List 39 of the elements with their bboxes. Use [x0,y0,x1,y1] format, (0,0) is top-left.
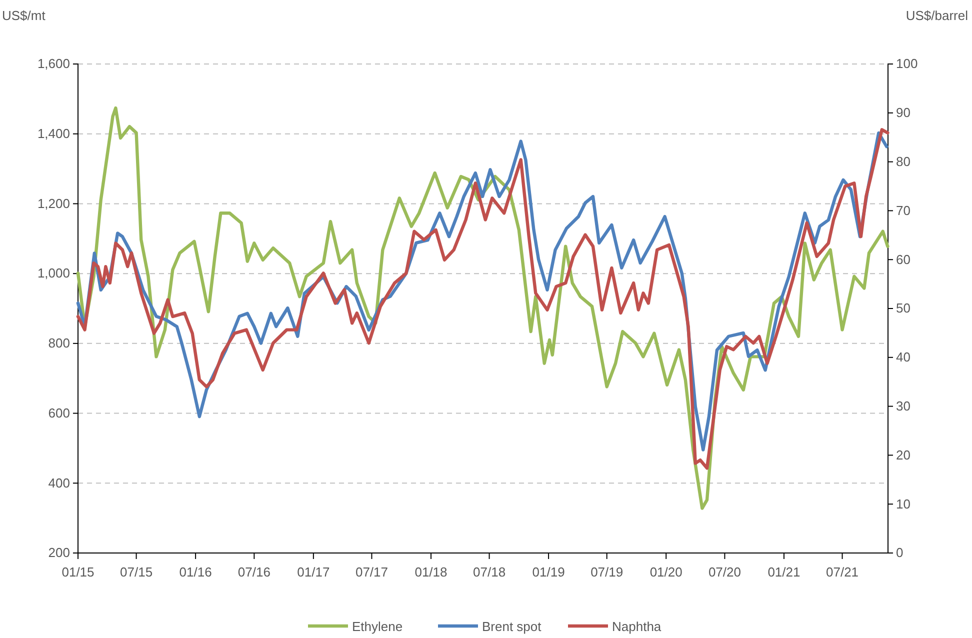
y-tick-label: 1,600 [37,56,70,72]
x-tick-label: 01/18 [414,564,448,580]
x-tick-label: 07/20 [708,564,741,580]
y2-tick-label: 100 [896,56,918,72]
y2-tick-label: 20 [896,447,910,462]
x-tick-label: 07/19 [590,564,624,580]
x-tick-label: 07/15 [120,564,153,580]
x-tick-label: 07/21 [826,564,859,580]
y-tick-label: 600 [48,405,70,420]
x-tick-label: 07/17 [355,564,388,580]
y2-tick-label: 40 [896,350,910,365]
y-tick-label: 1,200 [37,196,70,211]
y-tick-label: 1,400 [37,126,70,142]
x-tick-label: 01/15 [62,564,94,580]
y2-axis-title: US$/barrel [906,8,968,23]
y2-tick-label: 80 [896,154,910,169]
y2-tick-label: 0 [896,545,904,560]
y2-tick-label: 70 [896,202,910,218]
y-tick-label: 1,000 [37,266,70,281]
y-axis-title: US$/mt [2,8,46,23]
y2-tick-label: 10 [896,496,910,512]
legend-label: Brent spot [482,619,542,634]
y-tick-label: 200 [48,545,70,560]
x-tick-label: 01/21 [768,564,800,580]
x-tick-label: 01/17 [297,564,330,580]
x-tick-label: 01/16 [179,564,212,580]
line-series [76,106,890,510]
y-tick-label: 400 [48,475,70,490]
legend-label: Naphtha [612,619,662,634]
y2-tick-label: 50 [896,300,910,316]
legend-label: Ethylene [352,619,403,634]
x-tick-label: 07/18 [473,564,506,580]
x-tick-label: 07/16 [238,564,270,580]
x-tick-label: 01/19 [532,564,565,580]
y2-tick-label: 90 [896,105,910,120]
y2-tick-label: 30 [896,398,910,414]
y2-tick-label: 60 [896,252,910,267]
x-tick-label: 01/20 [650,564,682,580]
y-tick-label: 800 [48,336,70,351]
